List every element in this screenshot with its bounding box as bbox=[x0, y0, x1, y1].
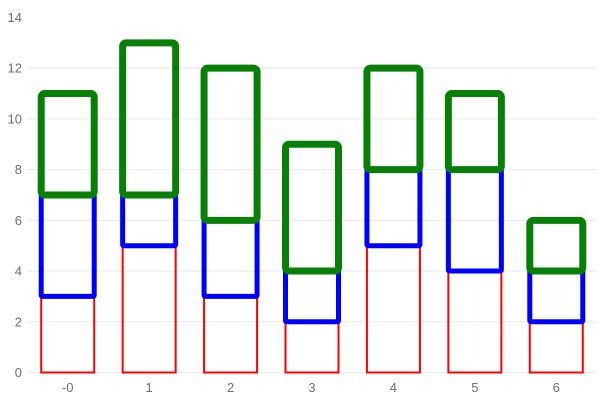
y-axis-tick-label: 14 bbox=[8, 10, 22, 25]
y-axis-tick-label: 10 bbox=[8, 111, 22, 126]
bar-segment-green-1[interactable] bbox=[119, 39, 180, 199]
y-axis-tick-label: 8 bbox=[15, 162, 22, 177]
x-axis-tick-label: 6 bbox=[553, 380, 560, 395]
bar-segment-green-5[interactable] bbox=[444, 90, 505, 174]
y-axis-tick-label: 2 bbox=[15, 314, 22, 329]
x-axis-tick-label: 3 bbox=[308, 380, 315, 395]
bar-segment-green-3[interactable] bbox=[282, 140, 342, 275]
bar-segment-green-2[interactable] bbox=[200, 64, 261, 224]
x-axis-tick-label: 1 bbox=[146, 380, 153, 395]
bar-segment-green-6[interactable] bbox=[526, 216, 587, 275]
x-axis-tick-label: 5 bbox=[471, 380, 478, 395]
bar-segment-green--0[interactable] bbox=[37, 90, 98, 199]
y-axis-tick-label: 6 bbox=[15, 213, 22, 228]
x-axis-tick-label: 4 bbox=[390, 380, 397, 395]
y-axis-tick-label: 0 bbox=[15, 365, 22, 380]
y-axis-tick-label: 4 bbox=[15, 264, 22, 279]
x-axis-tick-label: 2 bbox=[227, 380, 234, 395]
y-axis-tick-label: 12 bbox=[8, 61, 22, 76]
bar-segment-green-4[interactable] bbox=[363, 64, 424, 174]
x-axis-tick-label: -0 bbox=[62, 380, 74, 395]
